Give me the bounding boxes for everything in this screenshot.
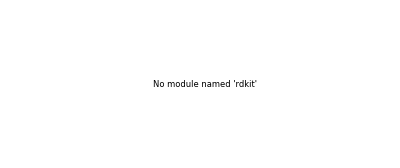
Text: No module named 'rdkit': No module named 'rdkit' <box>153 80 257 89</box>
